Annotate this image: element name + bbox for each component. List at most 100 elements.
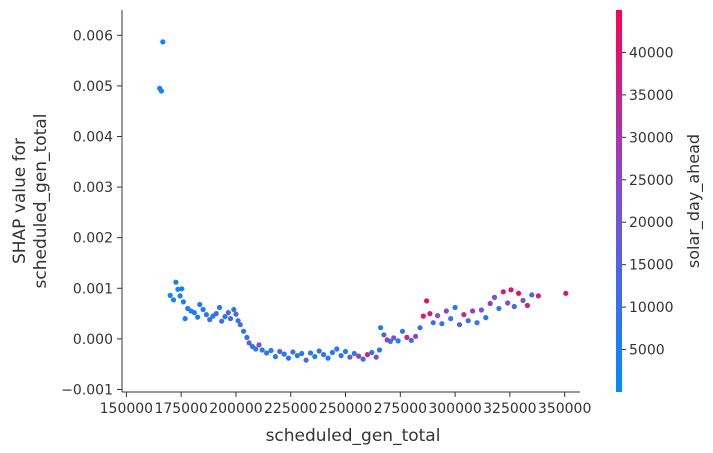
data-point <box>427 311 433 317</box>
data-point <box>529 292 535 298</box>
x-tick-label: 300000 <box>428 401 481 417</box>
data-point <box>307 350 314 356</box>
data-point <box>191 310 197 316</box>
data-point <box>381 332 387 338</box>
data-point <box>563 290 569 296</box>
colorbar-tick-label: 5000 <box>629 343 665 359</box>
data-point <box>408 337 414 343</box>
data-point <box>461 312 467 318</box>
data-point <box>373 354 379 360</box>
data-point <box>256 342 262 348</box>
y-tick-label: 0.005 <box>73 79 113 95</box>
data-point <box>351 350 357 357</box>
data-point <box>285 355 292 361</box>
data-point <box>200 306 206 313</box>
data-point <box>167 292 173 298</box>
data-point <box>448 316 454 322</box>
data-point <box>222 314 228 320</box>
data-point <box>158 88 164 94</box>
data-point <box>160 39 166 45</box>
data-point <box>329 349 335 356</box>
x-tick-label: 200000 <box>209 401 262 417</box>
data-point <box>391 335 397 341</box>
data-point <box>207 317 213 323</box>
data-point <box>235 318 241 324</box>
data-point <box>312 354 318 360</box>
data-point <box>435 313 441 319</box>
y-tick-label: 0.003 <box>73 180 113 196</box>
y-tick-label: 0.006 <box>73 28 113 44</box>
y-axis-label-line-2: scheduled_gen_total <box>31 114 51 289</box>
colorbar-label: solar_day_ahead <box>684 134 704 268</box>
data-point <box>321 352 327 358</box>
data-point <box>491 294 498 300</box>
x-tick-label: 225000 <box>264 401 317 417</box>
data-point <box>465 318 471 324</box>
data-point <box>219 318 225 324</box>
scatter-points <box>157 39 569 363</box>
colorbar-tick-label: 10000 <box>629 300 674 316</box>
data-point <box>246 340 252 346</box>
data-point <box>456 322 463 328</box>
data-point <box>281 351 287 357</box>
y-tick-label: 0.002 <box>73 231 113 247</box>
y-tick-label: 0.001 <box>73 281 113 297</box>
data-point <box>347 354 353 360</box>
x-axis-ticks: 150000 175000 200000 225000 250000 275000 3000… <box>100 392 591 417</box>
data-point <box>430 320 436 326</box>
y-tick-label: 0.004 <box>73 129 113 145</box>
data-point <box>474 320 480 326</box>
data-point <box>378 325 384 331</box>
data-point <box>195 314 201 320</box>
data-point <box>500 289 506 295</box>
colorbar-tick-label: 25000 <box>629 173 674 189</box>
y-tick-label: −0.001 <box>61 382 113 398</box>
data-point <box>227 316 234 322</box>
data-point <box>290 349 296 355</box>
data-point <box>231 306 237 313</box>
data-point <box>395 338 401 344</box>
data-point <box>175 286 181 292</box>
data-point <box>470 308 476 314</box>
data-point <box>483 315 489 321</box>
data-point <box>277 348 283 355</box>
x-axis-label: scheduled_gen_total <box>266 426 441 446</box>
data-point <box>334 346 340 352</box>
y-axis-ticks: −0.001 0.000 0.001 0.002 0.003 0.004 0.005 0.00… <box>61 28 122 398</box>
x-tick-label: 325000 <box>483 401 536 417</box>
data-point <box>299 350 305 357</box>
data-point <box>452 304 458 311</box>
data-point <box>253 346 259 352</box>
data-point <box>272 354 278 360</box>
data-point <box>399 328 406 334</box>
data-point <box>364 352 370 358</box>
colorbar-tick-label: 40000 <box>629 45 674 61</box>
data-point <box>508 287 514 293</box>
data-point <box>338 353 344 359</box>
data-point <box>233 311 239 317</box>
colorbar-tick-label: 15000 <box>629 258 674 274</box>
data-point <box>443 308 449 314</box>
data-point <box>369 349 375 356</box>
x-tick-label: 275000 <box>374 401 427 417</box>
data-point <box>213 311 219 317</box>
colorbar <box>616 10 622 392</box>
data-point <box>325 355 331 361</box>
data-point <box>173 279 179 285</box>
data-point <box>342 348 349 355</box>
data-point <box>524 302 531 309</box>
data-point <box>225 310 231 316</box>
data-point <box>203 312 209 318</box>
data-point <box>356 353 362 359</box>
x-tick-label: 350000 <box>538 401 591 417</box>
data-point <box>259 347 265 353</box>
data-point <box>197 301 203 308</box>
y-axis-label-line-1: SHAP value for <box>10 138 30 264</box>
y-tick-label: 0.000 <box>73 332 113 348</box>
data-point <box>478 307 484 313</box>
data-point <box>439 321 445 327</box>
data-point <box>535 293 542 299</box>
data-point <box>182 316 188 322</box>
data-point <box>360 356 366 362</box>
data-point <box>237 322 243 328</box>
